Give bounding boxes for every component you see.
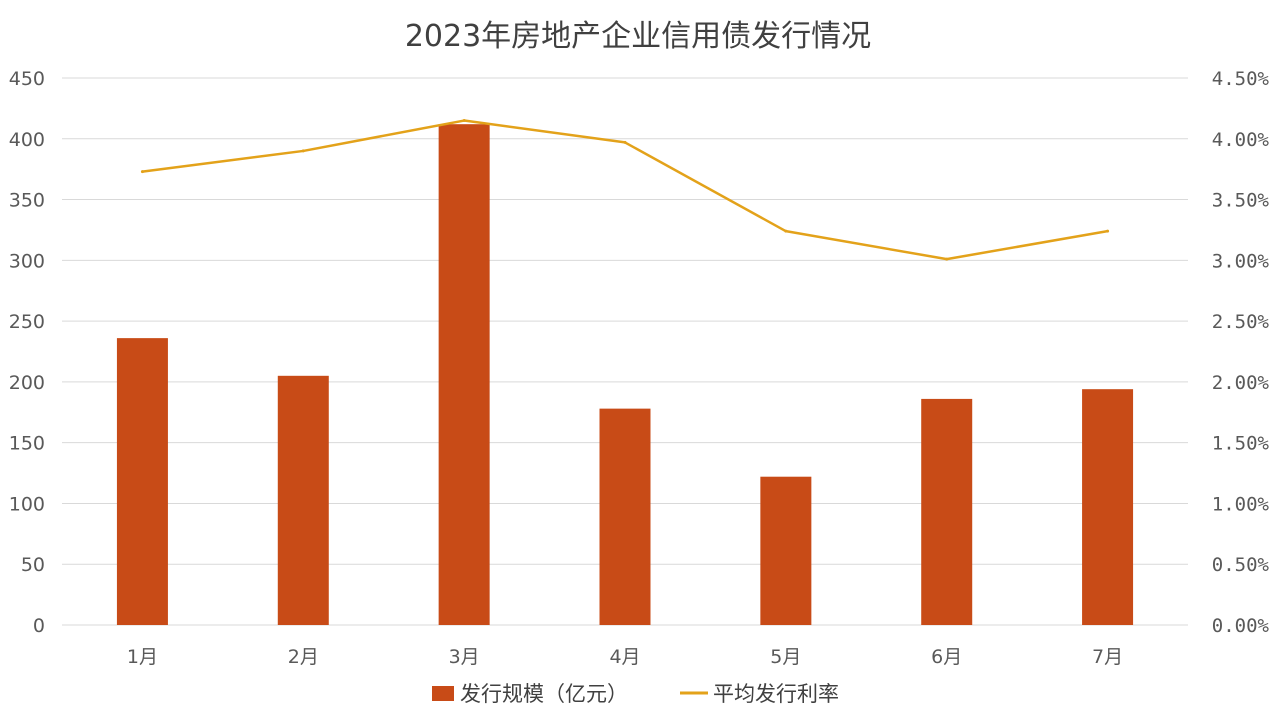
chart-title: 2023年房地产企业信用债发行情况	[405, 19, 871, 54]
y-right-tick-label: 3.00%	[1212, 250, 1270, 272]
x-tick-label: 6月	[931, 646, 962, 668]
gridlines	[62, 77, 1188, 626]
bar	[116, 338, 168, 625]
line-point	[140, 170, 144, 174]
y-right-tick-label: 2.00%	[1212, 372, 1270, 394]
line-point	[1106, 229, 1110, 233]
y-right-tick-label: 0.00%	[1212, 615, 1270, 637]
bar-series	[116, 124, 1134, 626]
y-axis-right: 0.00% 0.50% 1.00% 1.50% 2.00% 2.50% 3.00% 3.50%…	[1212, 68, 1270, 637]
line-point	[462, 119, 466, 123]
bar	[599, 408, 651, 625]
line-point	[623, 140, 627, 144]
legend-swatch-bar	[432, 686, 454, 701]
y-left-tick-label: 100	[9, 493, 45, 515]
legend-label-line: 平均发行利率	[713, 682, 839, 706]
x-tick-label: 4月	[609, 646, 640, 668]
x-tick-label: 7月	[1092, 646, 1123, 668]
x-tick-label: 5月	[770, 646, 801, 668]
y-left-tick-label: 200	[9, 372, 45, 394]
y-left-tick-label: 350	[9, 190, 45, 212]
y-right-tick-label: 4.50%	[1212, 68, 1270, 90]
y-right-tick-label: 1.50%	[1212, 433, 1270, 455]
x-axis: 1月 2月 3月 4月 5月 6月 7月	[127, 646, 1123, 668]
line-point	[784, 229, 788, 233]
y-left-tick-label: 150	[9, 433, 45, 455]
x-tick-label: 3月	[449, 646, 480, 668]
y-axis-left: 0 50 100 150 200 250 300 350 400 450	[9, 68, 45, 637]
y-left-tick-label: 300	[9, 250, 45, 272]
y-right-tick-label: 1.00%	[1212, 493, 1270, 515]
y-left-tick-label: 450	[9, 68, 45, 90]
bar	[760, 476, 812, 625]
y-right-tick-label: 0.50%	[1212, 554, 1270, 576]
y-left-tick-label: 0	[33, 615, 45, 637]
y-left-tick-label: 400	[9, 129, 45, 151]
line-point	[945, 257, 949, 261]
bar	[277, 375, 329, 625]
y-right-tick-label: 4.00%	[1212, 129, 1270, 151]
line-series	[140, 119, 1110, 261]
legend: 发行规模（亿元） 平均发行利率	[432, 682, 839, 706]
bar	[1082, 389, 1134, 625]
line-point	[301, 149, 305, 153]
x-tick-label: 2月	[288, 646, 319, 668]
y-right-tick-label: 3.50%	[1212, 190, 1270, 212]
bar	[921, 398, 973, 625]
x-tick-label: 1月	[127, 646, 158, 668]
legend-label-bar: 发行规模（亿元）	[460, 682, 628, 706]
bar	[438, 124, 490, 626]
y-left-tick-label: 50	[21, 554, 45, 576]
y-left-tick-label: 250	[9, 311, 45, 333]
y-right-tick-label: 2.50%	[1212, 311, 1270, 333]
